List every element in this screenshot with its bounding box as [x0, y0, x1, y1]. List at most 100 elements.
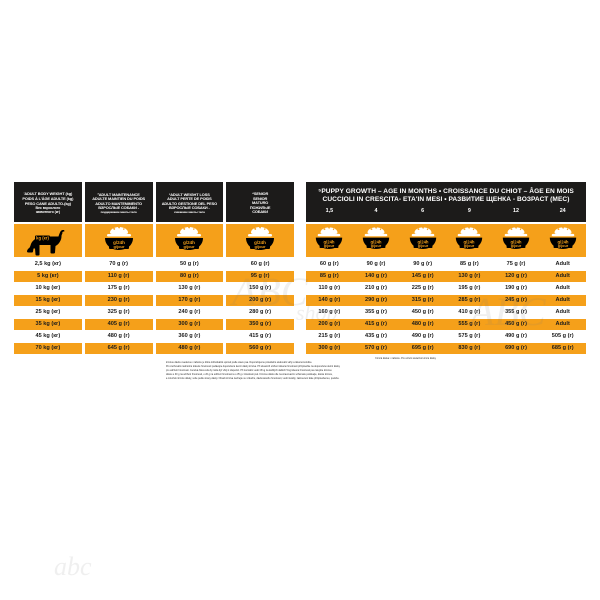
cell-month-9: 285 g (г)	[458, 296, 481, 303]
cell-month-1-5: 110 g (г)	[318, 284, 341, 291]
footnote-line: a množství krmné dávky, volte podle stra…	[166, 378, 340, 381]
cell-month-12: 355 g (г)	[505, 308, 527, 315]
food-bowl-icon: g/24h g/jour	[549, 227, 576, 249]
table-row: 35 kg (кг) 405 g (г) 300 g (г) 350 g (г)	[14, 318, 294, 331]
cell-month-6: 145 g (г)	[411, 272, 434, 279]
cell-body-weight: 10 kg (кг)	[35, 284, 61, 291]
cell-month-4: 90 g (г)	[366, 261, 386, 267]
food-bowl-icon: g/24h g/jour	[502, 227, 530, 249]
cell-month-9: 575 g (г)	[458, 332, 481, 339]
bowl-label-bottom: g/jour	[464, 244, 475, 248]
cell-month-1-5: 200 g (г)	[318, 320, 341, 327]
food-bowl-icon: g/24h g/jour	[246, 226, 275, 250]
cell-maintenance: 175 g (г)	[107, 284, 130, 291]
cell-month-12: 120 g (г)	[505, 272, 527, 279]
bowl-label-bottom: g/jour	[511, 244, 522, 248]
header-adult-maintenance: ²ADULT MAINTENANCE ADULTE MAINTIEN DU PO…	[84, 182, 153, 222]
cell-weight-loss: 480 g (г)	[155, 342, 224, 355]
footnote-line: dávku o 30 g na udržení hmotnosti, o 20 …	[166, 374, 333, 377]
bowl-label-top: g/24h	[417, 239, 428, 244]
cell-weight-loss: 170 g (г)	[155, 294, 224, 307]
bowl-label-top: g/24h	[183, 240, 195, 245]
food-bowl-icon-cell: g/24h g/jour	[352, 224, 400, 257]
food-bowl-icon-cell: g/24h g/jour	[226, 224, 294, 257]
cell-month-24: Adult	[555, 308, 570, 315]
cell-body-weight: 25 kg (кг)	[35, 308, 61, 315]
header-adult-body-weight: 'ADULT BODY WEIGHT (kg) POIDS À L'ÂGE AD…	[14, 182, 82, 222]
table-row: 160 g (г) 355 g (г) 450 g (г) 410 g (г) …	[306, 307, 586, 318]
food-bowl-icon-cell: g/24h g/jour	[306, 224, 353, 257]
watermark-text: abc	[54, 552, 92, 581]
table-row: 110 g (г) 210 g (г) 225 g (г) 195 g (г) …	[306, 283, 586, 294]
cell-month-4: 415 g (г)	[365, 320, 387, 327]
food-bowl-icon-cell: g/24h g/jour	[84, 224, 153, 257]
table-row: 200 g (г) 415 g (г) 480 g (г) 555 g (г) …	[306, 318, 586, 331]
food-bowl-icon: g/24h g/jour	[456, 227, 483, 249]
cell-month-12: 490 g (г)	[505, 332, 527, 339]
table-row: 215 g (г) 435 g (г) 490 g (г) 575 g (г) …	[306, 331, 586, 342]
cell-month-6: 490 g (г)	[411, 332, 434, 339]
footnote-line: pro udržení hmotnosti. Čerstvá čistá vod…	[166, 370, 332, 373]
cell-maintenance: 110 g (г)	[84, 270, 153, 283]
cell-weight-loss: 130 g (г)	[178, 284, 201, 291]
month-label: 12	[513, 207, 520, 214]
cell-month-24: Adult	[555, 296, 570, 303]
bowl-label-top: g/24h	[557, 239, 568, 244]
cell-body-weight: 70 kg (кг)	[14, 342, 82, 355]
cell-month-6: 225 g (г)	[411, 284, 434, 291]
cell-month-24: Adult	[555, 272, 570, 279]
cell-maintenance: 405 g (г)	[84, 318, 153, 331]
cell-senior: 560 g (г)	[226, 342, 294, 355]
cell-body-weight: 5 kg (кг)	[14, 270, 82, 283]
cell-weight-loss: 300 g (г)	[155, 318, 224, 331]
bowl-label-bottom: g/jour	[255, 244, 267, 249]
food-bowl-icon: g/24h g/jour	[104, 226, 133, 250]
puppy-table-body: 60 g (г) 90 g (г) 90 g (г) 85 g (г) 75 g…	[306, 259, 586, 355]
food-bowl-icon-cell: g/24h g/jour	[539, 224, 587, 257]
cell-month-24: 685 g (г)	[551, 344, 574, 351]
table-row: 15 kg (кг) 230 g (г) 170 g (г) 200 g (г)	[14, 294, 294, 307]
footnote-line: Pro zachování nadměrné tělesné hmotnosti…	[166, 366, 340, 369]
cell-body-weight: 35 kg (кг)	[14, 318, 82, 331]
food-bowl-icon-cell: g/24h g/jour	[155, 224, 224, 257]
puppy-table-header: ⁵PUPPY GROWTH – AGE IN MONTHS • CROISSAN…	[306, 182, 586, 222]
cell-month-9: 555 g (г)	[458, 320, 481, 327]
table-row: 5 kg (кг) 110 g (г) 80 g (г) 95 g (г)	[14, 270, 294, 283]
footnote-line: Krmná dávka: v tabulce. Pro určení skute…	[375, 358, 436, 360]
bowl-label-bottom: g/jour	[557, 244, 568, 248]
footnote-block: Krmná dávka: v tabulce. Pro určení skute…	[166, 357, 436, 382]
cell-maintenance: 230 g (г)	[84, 294, 153, 307]
cell-senior: 60 g (г)	[250, 261, 270, 267]
puppy-table-icon-row: g/24h g/jour g/24h g/jour	[306, 224, 587, 257]
cell-month-1-5: 85 g (г)	[319, 272, 339, 279]
table-row: 300 g (г) 570 g (г) 695 g (г) 830 g (г) …	[306, 342, 586, 355]
adult-table-icon-row: kg (кг) g/24h g/jour	[14, 224, 294, 257]
month-label: 6	[421, 207, 425, 214]
cell-month-1-5: 60 g (г)	[319, 261, 339, 267]
table-row: 140 g (г) 290 g (г) 315 g (г) 285 g (г) …	[306, 294, 586, 307]
cell-month-4: 140 g (г)	[365, 272, 387, 279]
bowl-label-top: g/24h	[113, 240, 125, 245]
cell-body-weight: 45 kg (кг)	[35, 332, 61, 339]
cell-month-24: Adult	[555, 261, 570, 267]
bowl-label-bottom: g/jour	[371, 244, 382, 248]
cell-month-6: 450 g (г)	[411, 308, 434, 315]
cell-month-9: 410 g (г)	[458, 308, 481, 315]
food-bowl-icon: g/24h g/jour	[316, 227, 343, 249]
cell-month-4: 435 g (г)	[365, 332, 387, 339]
cell-month-12: 690 g (г)	[505, 344, 527, 351]
cell-body-weight: 15 kg (кг)	[14, 294, 82, 307]
puppy-feeding-table: ⁵PUPPY GROWTH – AGE IN MONTHS • CROISSAN…	[306, 182, 587, 355]
table-row: 2,5 kg (кг) 70 g (г) 50 g (г) 60 g (г)	[14, 259, 294, 270]
puppy-title-line-2: CUCCIOLI IN CRESCITA- ETA'IN MESI • РАЗВ…	[322, 196, 570, 204]
bowl-label-bottom: g/jour	[184, 244, 196, 249]
cell-month-12: 450 g (г)	[505, 320, 527, 327]
header-senior: ⁴SENIOR SENIOR MATURO ПОЖИЛЫЕ СОБАКИ	[226, 182, 294, 222]
cell-month-4: 290 g (г)	[365, 296, 387, 303]
food-bowl-icon: g/24h g/jour	[409, 227, 436, 249]
table-row: 60 g (г) 90 g (г) 90 g (г) 85 g (г) 75 g…	[306, 259, 586, 270]
table-row: 45 kg (кг) 480 g (г) 360 g (г) 415 g (г)	[14, 331, 294, 342]
cell-month-9: 830 g (г)	[458, 344, 481, 351]
adult-table-body: 2,5 kg (кг) 70 g (г) 50 g (г) 60 g (г) 5…	[14, 259, 294, 355]
bowl-label-top: g/24h	[254, 240, 266, 245]
